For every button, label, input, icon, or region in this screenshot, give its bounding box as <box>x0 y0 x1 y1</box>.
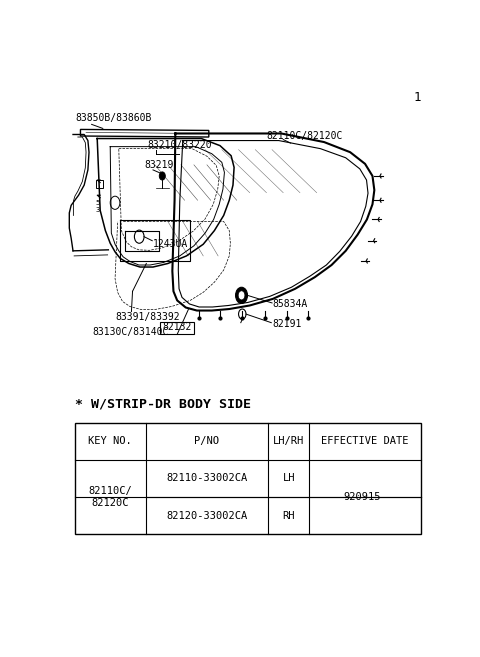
Text: 1: 1 <box>413 91 421 104</box>
Text: 82110-33002CA: 82110-33002CA <box>166 474 248 484</box>
Text: 920915-: 920915- <box>343 492 387 502</box>
Text: 85834A: 85834A <box>273 299 308 309</box>
Text: 82132: 82132 <box>162 322 192 332</box>
Text: LH: LH <box>283 474 295 484</box>
Circle shape <box>236 287 248 304</box>
Text: 83130C/83140C: 83130C/83140C <box>93 327 169 337</box>
Text: 5: 5 <box>95 200 99 206</box>
Text: 83219: 83219 <box>145 160 174 170</box>
Text: * W/STRIP-DR BODY SIDE: * W/STRIP-DR BODY SIDE <box>75 397 251 410</box>
Circle shape <box>238 291 245 300</box>
Text: 3: 3 <box>95 208 99 214</box>
Text: LH/RH: LH/RH <box>273 436 304 446</box>
Text: 83850B/83860B: 83850B/83860B <box>75 114 151 124</box>
Text: KEY NO.: KEY NO. <box>88 436 132 446</box>
Text: 83391/83392: 83391/83392 <box>115 311 180 321</box>
Bar <box>75 423 421 534</box>
Text: P/NO: P/NO <box>194 436 219 446</box>
Bar <box>96 180 103 188</box>
Text: RH: RH <box>283 510 295 520</box>
Text: 83210/83220: 83210/83220 <box>147 140 212 150</box>
Text: 1243UA: 1243UA <box>153 239 188 249</box>
Text: 82120-33002CA: 82120-33002CA <box>166 510 248 520</box>
Text: 82110C/
82120C: 82110C/ 82120C <box>88 486 132 508</box>
Text: 82191: 82191 <box>272 319 301 329</box>
Text: EFFECTIVE DATE: EFFECTIVE DATE <box>321 436 409 446</box>
Text: 82110C/82120C: 82110C/82120C <box>266 131 343 141</box>
Circle shape <box>159 172 165 180</box>
